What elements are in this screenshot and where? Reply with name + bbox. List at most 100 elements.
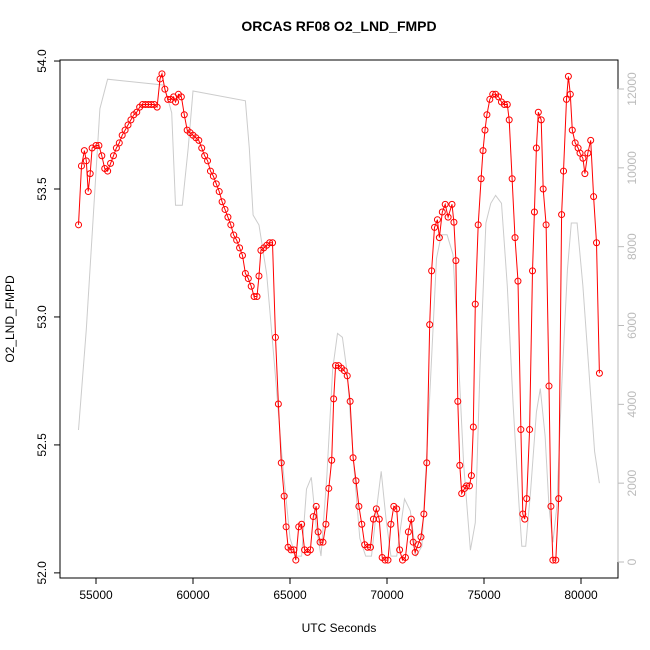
y-tick-label: 52.0 xyxy=(35,561,49,585)
data-point xyxy=(529,267,537,275)
data-point xyxy=(505,116,513,124)
data-point xyxy=(387,520,395,528)
data-point xyxy=(250,292,258,300)
data-point xyxy=(177,93,185,101)
data-point xyxy=(477,175,485,183)
data-point xyxy=(448,200,456,208)
data-point xyxy=(290,546,298,554)
data-point xyxy=(124,121,132,129)
data-point xyxy=(349,454,357,462)
data-point xyxy=(209,172,217,180)
y2-tick-label: 6000 xyxy=(625,312,639,339)
y2-tick-label: 8000 xyxy=(625,233,639,260)
data-point xyxy=(221,205,229,213)
data-point xyxy=(454,397,462,405)
data-point xyxy=(428,267,436,275)
data-point xyxy=(467,472,475,480)
data-point xyxy=(82,157,90,165)
data-point xyxy=(526,426,534,434)
y2-tick-label: 12000 xyxy=(625,72,639,106)
data-point xyxy=(316,538,324,546)
data-point xyxy=(314,528,322,536)
data-point xyxy=(109,152,117,160)
data-point xyxy=(584,149,592,157)
data-point xyxy=(255,272,263,280)
data-point xyxy=(441,200,449,208)
y-tick-label: 53.5 xyxy=(35,177,49,201)
chart-title: ORCAS RF08 O2_LND_FMPD xyxy=(241,18,436,34)
data-point xyxy=(530,208,538,216)
data-point xyxy=(407,515,415,523)
y-tick-label: 54.0 xyxy=(35,49,49,73)
data-point xyxy=(312,502,320,510)
data-point xyxy=(562,95,570,103)
data-point xyxy=(542,221,550,229)
data-point xyxy=(393,505,401,513)
data-point xyxy=(287,546,295,554)
data-point xyxy=(180,111,188,119)
data-point xyxy=(414,541,422,549)
data-point xyxy=(195,136,203,144)
data-point xyxy=(521,515,529,523)
data-point xyxy=(375,515,383,523)
data-point xyxy=(411,548,419,556)
x-tick-label: 80000 xyxy=(564,588,598,602)
data-point xyxy=(340,367,348,375)
data-point xyxy=(95,141,103,149)
data-point xyxy=(346,397,354,405)
data-point xyxy=(426,321,434,329)
data-point xyxy=(244,275,252,283)
data-point xyxy=(309,513,317,521)
data-point xyxy=(568,126,576,134)
data-point xyxy=(158,70,166,78)
data-point xyxy=(435,234,443,242)
x-tick-label: 55000 xyxy=(79,588,113,602)
data-point xyxy=(75,221,83,229)
data-point xyxy=(514,277,522,285)
data-point xyxy=(112,144,120,152)
data-point xyxy=(330,395,338,403)
data-point xyxy=(201,152,209,160)
data-point xyxy=(483,111,491,119)
data-point xyxy=(212,180,220,188)
data-point xyxy=(172,98,180,106)
data-point xyxy=(92,141,100,149)
data-point xyxy=(417,533,425,541)
data-point xyxy=(269,239,277,247)
data-point xyxy=(456,461,464,469)
data-point xyxy=(593,239,601,247)
data-point xyxy=(133,108,141,116)
data-point xyxy=(328,456,336,464)
x-tick-label: 75000 xyxy=(467,588,501,602)
data-point xyxy=(539,185,547,193)
y2-tick-label: 2000 xyxy=(625,469,639,496)
data-point xyxy=(404,528,412,536)
x-tick-label: 60000 xyxy=(176,588,210,602)
data-point xyxy=(396,546,404,554)
plot-box xyxy=(59,59,619,579)
data-point xyxy=(431,223,439,231)
data-point xyxy=(352,477,360,485)
data-point xyxy=(537,116,545,124)
data-point xyxy=(384,556,392,564)
data-point xyxy=(280,492,288,500)
data-point xyxy=(532,144,540,152)
data-point xyxy=(511,234,519,242)
data-point xyxy=(576,149,584,157)
data-point xyxy=(566,90,574,98)
data-point xyxy=(500,101,508,109)
data-point xyxy=(564,72,572,80)
data-point xyxy=(224,213,232,221)
data-point xyxy=(545,382,553,390)
data-point xyxy=(555,495,563,503)
data-point xyxy=(282,523,290,531)
data-point xyxy=(458,490,466,498)
data-point xyxy=(127,116,135,124)
data-point xyxy=(547,502,555,510)
data-point xyxy=(595,369,603,377)
data-point xyxy=(423,459,431,467)
data-point xyxy=(104,167,112,175)
y-axis-label: O2_LND_FMPD xyxy=(3,275,17,363)
data-point xyxy=(204,157,212,165)
